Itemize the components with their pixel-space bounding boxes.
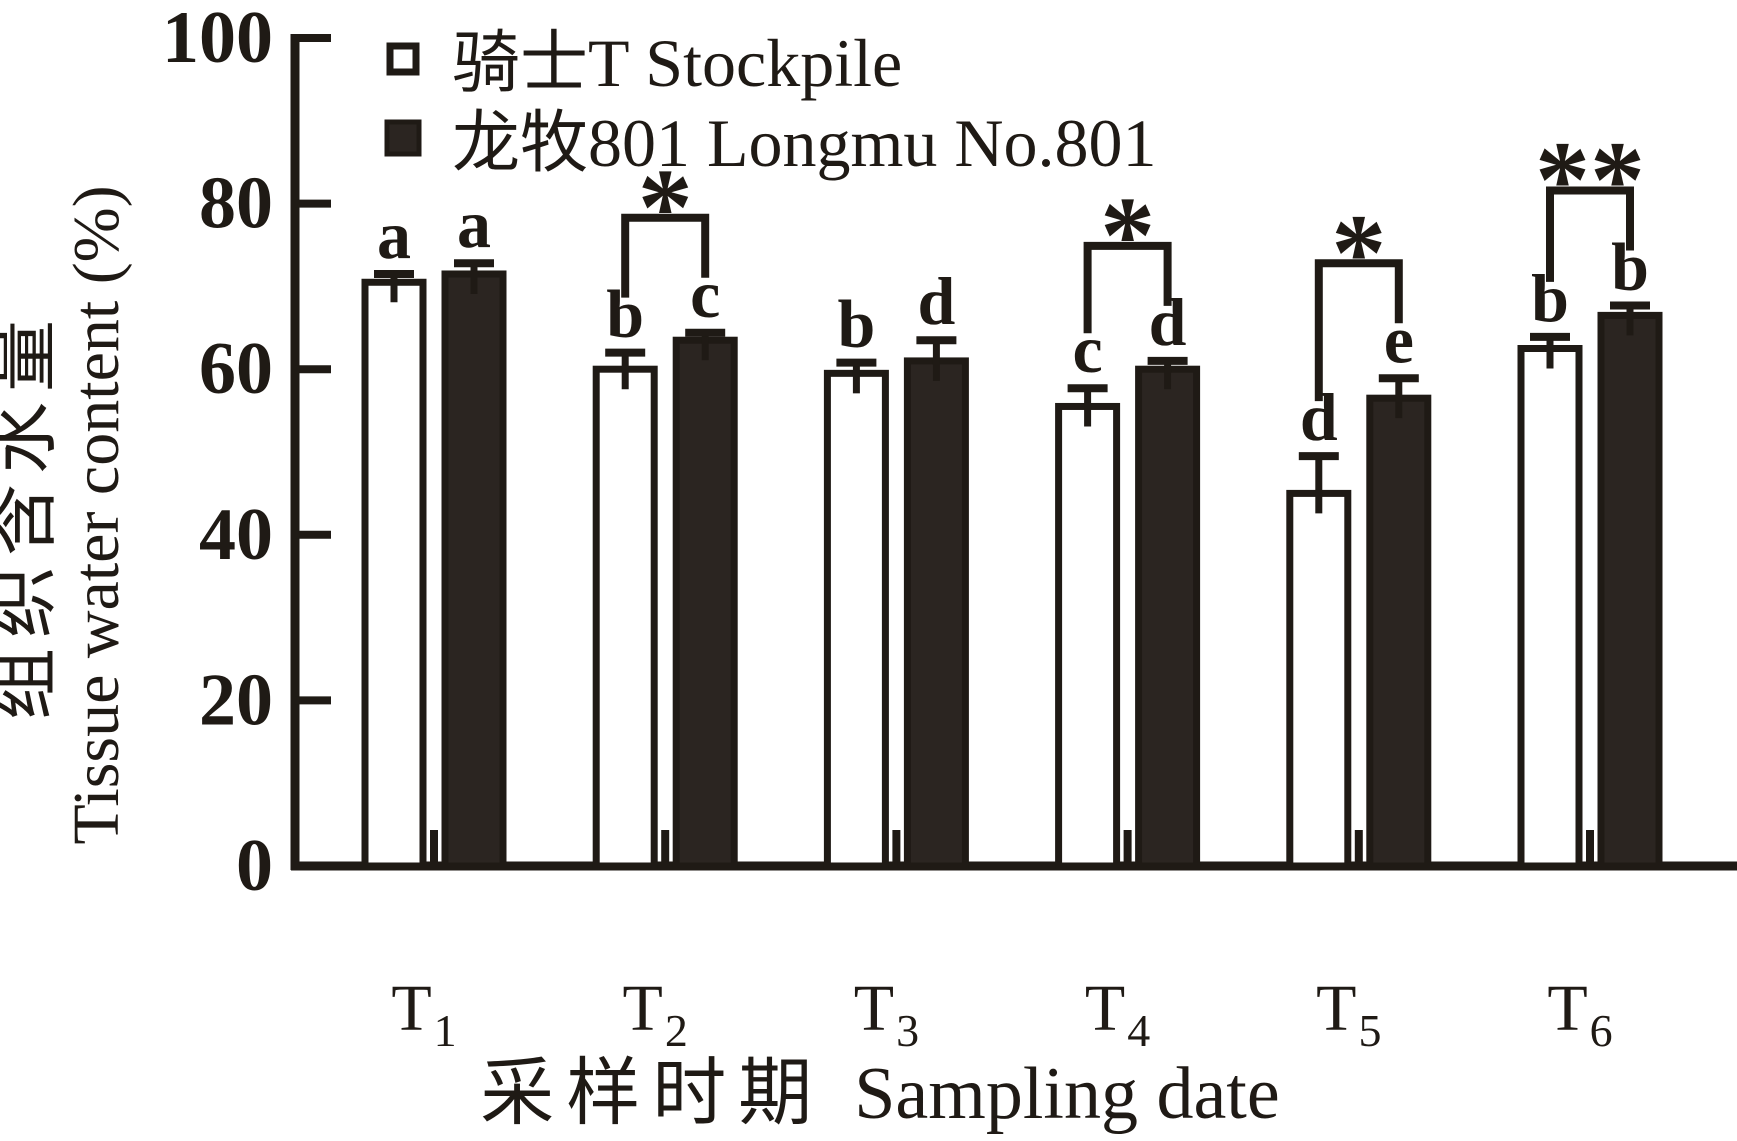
legend-label-longmu801: 龙牧801 Longmu No.801	[452, 105, 1157, 181]
sig-asterisk-T2: *	[638, 146, 693, 268]
bar-longmu801-T1	[441, 270, 507, 870]
sig-letter-stockpile-T1: a	[377, 197, 411, 273]
legend-label-stockpile: 骑士T Stockpile	[452, 25, 902, 101]
bar-longmu801-T2	[672, 336, 738, 870]
y-tick-label: 60	[199, 328, 273, 410]
sig-bracket-T4	[1083, 241, 1172, 334]
x-axis-title: 采样时期 Sampling date	[480, 1053, 1279, 1135]
bar-longmu801-T4	[1135, 365, 1201, 870]
sig-asterisk-T4: *	[1100, 174, 1155, 296]
x-tick-label-T2: T2	[623, 972, 688, 1056]
bar-longmu801-T5	[1366, 394, 1432, 870]
x-tick-label-T3: T3	[854, 972, 919, 1056]
bar-stockpile-T4	[1055, 402, 1121, 870]
y-tick-label: 0	[236, 825, 273, 907]
y-axis-title-en: Tissue water content (%)	[60, 185, 133, 844]
sig-bracket-T5	[1314, 259, 1403, 402]
y-tick-label: 80	[199, 163, 273, 245]
sig-asterisk-T5: *	[1331, 191, 1386, 313]
bar-longmu801-T6	[1597, 311, 1663, 870]
bar-longmu801-T3	[903, 357, 969, 870]
y-axis-title-cn: 组织含水量	[0, 310, 64, 720]
y-tick-label: 20	[199, 659, 273, 741]
bar-stockpile-T6	[1517, 345, 1583, 870]
y-tick-label: 40	[199, 494, 273, 576]
bar-stockpile-T3	[823, 369, 889, 870]
sig-letter-longmu801-T1: a	[457, 186, 491, 262]
bar-stockpile-T1	[361, 278, 427, 870]
sig-letter-longmu801-T3: d	[917, 263, 955, 339]
bar-stockpile-T2	[592, 365, 658, 870]
sig-asterisk-T6: **	[1535, 118, 1645, 240]
y-tick-label: 100	[162, 0, 273, 79]
x-tick-label-T4: T4	[1085, 972, 1150, 1056]
bar-stockpile-T5	[1286, 489, 1352, 870]
x-tick-label-T6: T6	[1547, 972, 1612, 1056]
x-tick-label-T1: T1	[391, 972, 456, 1056]
legend-swatch-longmu801	[384, 119, 422, 157]
sig-bracket-T6	[1546, 186, 1634, 282]
legend-swatch-stockpile	[386, 42, 420, 76]
sig-bracket-T2	[621, 213, 710, 298]
x-tick-label-T5: T5	[1316, 972, 1381, 1056]
sig-letter-stockpile-T3: b	[837, 286, 875, 362]
